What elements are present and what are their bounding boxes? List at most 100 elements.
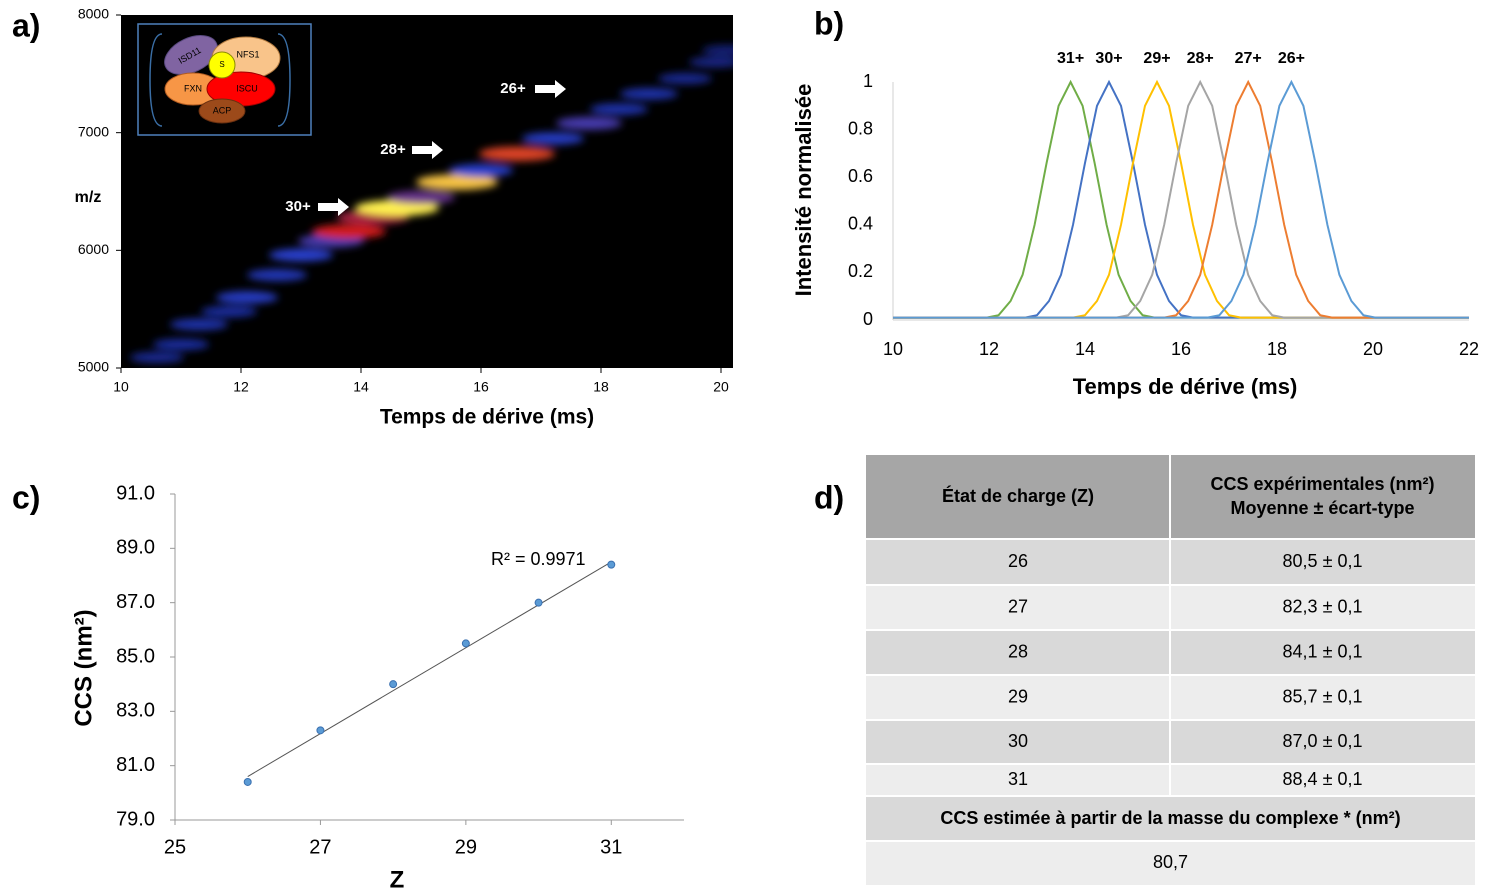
protein-shape (198, 98, 246, 124)
data-point (461, 639, 470, 648)
table-cell: 26 (1008, 551, 1028, 571)
heat-spot (590, 103, 648, 116)
series-line (893, 79, 1469, 319)
heat-spot (658, 72, 712, 85)
heat-spot (201, 305, 257, 318)
x-tick-label: 18 (1267, 339, 1287, 359)
x-tick-label: 29 (455, 836, 477, 858)
y-tick-label: 0.6 (848, 166, 873, 186)
footer-value: 80,7 (1153, 852, 1188, 872)
y-tick-label: 91.0 (116, 482, 155, 504)
annotation: 28+ (380, 141, 406, 158)
x-axis-label: Temps de dérive (ms) (1073, 374, 1298, 399)
trend-line (247, 561, 612, 777)
x-tick-label: 18 (593, 379, 609, 395)
series-line (893, 79, 1469, 319)
bracket (277, 33, 291, 127)
protein-shape (208, 51, 236, 79)
data-point (389, 680, 398, 689)
panel-d: État de charge (Z) CCS expérimentales (nm… (866, 455, 1475, 885)
x-tick-label: 22 (1459, 339, 1479, 359)
data-point (607, 560, 616, 569)
heat-spot (479, 146, 555, 162)
heat-spot (689, 56, 733, 68)
x-tick-label: 27 (309, 836, 331, 858)
series-label: 28+ (1187, 50, 1214, 67)
bracket (149, 33, 163, 127)
series-line (893, 79, 1469, 319)
inset-label: 2 (291, 115, 297, 127)
x-tick-label: 31 (600, 836, 622, 858)
x-tick-label: 14 (353, 379, 369, 395)
x-tick-label: 20 (713, 379, 729, 395)
series-label: 29+ (1143, 50, 1170, 67)
y-tick-label: 81.0 (116, 754, 155, 776)
table-row (866, 842, 1475, 885)
heat-spot (449, 163, 513, 177)
inset-label: ISCU (236, 83, 258, 93)
heat-spot (130, 351, 184, 364)
x-axis-label: Z (390, 866, 405, 893)
y-tick-label: 7000 (78, 123, 109, 139)
x-tick-label: 12 (233, 379, 249, 395)
x-tick-label: 16 (1171, 339, 1191, 359)
table-cell: 30 (1008, 731, 1028, 751)
annotation: 26+ (500, 80, 526, 97)
header-cell: Moyenne ± écart-type (1231, 498, 1415, 518)
heat-spot (416, 174, 498, 190)
heat-spot (522, 132, 584, 145)
data-point (316, 726, 325, 735)
heat-spot (387, 190, 455, 205)
heat-spot (620, 87, 678, 100)
y-tick-label: 1 (863, 71, 873, 91)
series-label: 26+ (1278, 50, 1305, 67)
annotation: R² = 0.9971 (491, 549, 586, 569)
y-tick-label: 0.8 (848, 118, 873, 138)
inset-label: S (219, 60, 224, 69)
y-axis-label: CCS (nm²) (70, 609, 97, 726)
panel-label: b) (814, 5, 844, 41)
heat-spot (702, 44, 733, 56)
panel-c: 79.0 81.0 83.0 85.0 87.0 89.0 91.0 25 27 29 31 Z CCS… (70, 482, 684, 893)
footer-label: CCS estimée à partir de la masse du comp… (940, 808, 1400, 828)
y-axis-label: m/z (75, 189, 102, 206)
y-tick-label: 6000 (78, 241, 109, 257)
inset-label: ACP (213, 105, 232, 115)
annotation: 30+ (285, 198, 311, 215)
table-cell: 84,1 ± 0,1 (1283, 641, 1363, 661)
heat-spot (216, 291, 278, 304)
y-tick-label: 8000 (78, 6, 109, 22)
heat-spot (153, 338, 209, 351)
series-label: 31+ (1057, 50, 1084, 67)
series-line (893, 79, 1469, 319)
y-tick-label: 0.2 (848, 261, 873, 281)
series-line (893, 79, 1469, 319)
x-tick-label: 20 (1363, 339, 1383, 359)
table-row (866, 797, 1475, 840)
arrow (535, 80, 566, 98)
x-tick-label: 12 (979, 339, 999, 359)
data-point (534, 598, 543, 607)
heat-spot (269, 248, 333, 262)
y-tick-label: 0 (863, 309, 873, 329)
table-cell: 27 (1008, 596, 1028, 616)
panel-label: c) (12, 479, 40, 515)
panel-label: a) (12, 7, 40, 43)
y-tick-label: 87.0 (116, 591, 155, 613)
x-tick-label: 10 (113, 379, 129, 395)
y-tick-label: 85.0 (116, 645, 155, 667)
panel-label: d) (814, 479, 844, 515)
y-tick-label: 0.4 (848, 214, 873, 234)
heat-spot (556, 116, 622, 130)
y-tick-label: 79.0 (116, 808, 155, 830)
x-axis-label: Temps de dérive (ms) (380, 406, 594, 429)
table-cell: 80,5 ± 0,1 (1283, 551, 1363, 571)
table-cell: 88,4 ± 0,1 (1283, 769, 1363, 789)
heat-spot (247, 268, 307, 282)
table-cell: 85,7 ± 0,1 (1283, 686, 1363, 706)
table-cell: 82,3 ± 0,1 (1283, 596, 1363, 616)
heat-spot (312, 224, 386, 239)
header-cell: CCS expérimentales (nm²) (1210, 474, 1434, 494)
inset-frame (137, 23, 312, 136)
